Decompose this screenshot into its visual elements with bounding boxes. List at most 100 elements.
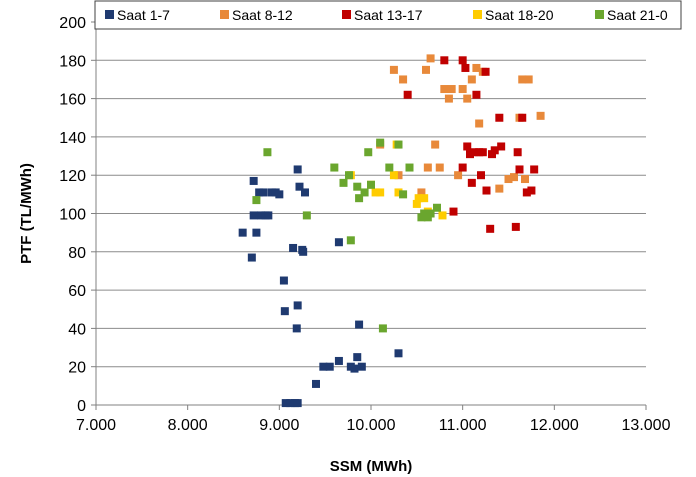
- data-point: [378, 324, 387, 333]
- data-point: [252, 196, 261, 205]
- data-point: [467, 75, 476, 84]
- data-point: [490, 146, 499, 155]
- data-point: [536, 111, 545, 120]
- data-point: [399, 190, 408, 199]
- data-point: [334, 356, 343, 365]
- data-point: [371, 188, 380, 197]
- data-point: [472, 63, 481, 72]
- data-point: [495, 184, 504, 193]
- y-tick-label: 180: [59, 53, 86, 70]
- data-point: [350, 364, 359, 373]
- data-point: [292, 324, 301, 333]
- legend-label: Saat 21-0: [607, 7, 668, 23]
- data-point: [263, 148, 272, 157]
- data-point: [472, 90, 481, 99]
- data-point: [426, 209, 435, 218]
- data-point: [433, 203, 441, 212]
- data-point: [394, 349, 403, 358]
- y-tick-label: 0: [77, 398, 86, 415]
- data-point: [522, 188, 531, 197]
- data-point: [281, 399, 290, 408]
- data-point: [247, 253, 256, 262]
- data-point: [412, 199, 421, 208]
- data-point: [461, 63, 470, 72]
- data-point: [440, 56, 449, 65]
- data-point: [495, 113, 504, 122]
- legend-marker: [105, 10, 114, 19]
- data-point: [275, 190, 284, 199]
- data-point: [345, 171, 353, 180]
- data-point: [482, 186, 491, 195]
- series-4: [346, 140, 447, 220]
- data-point: [353, 182, 362, 191]
- data-point: [295, 182, 304, 191]
- data-point: [376, 188, 385, 197]
- data-point: [264, 211, 273, 220]
- data-point: [426, 54, 435, 63]
- data-point: [458, 163, 467, 172]
- legend-marker: [473, 10, 482, 19]
- data-point: [376, 138, 385, 147]
- y-axis-title: PTF (TL/MWh): [18, 163, 35, 264]
- x-tick-label: 10.000: [347, 417, 396, 434]
- legend: Saat 1-7 Saat 8-12 Saat 13-17 Saat 18-20 Saa…: [94, 0, 682, 30]
- data-point: [515, 165, 524, 174]
- data-point: [481, 67, 490, 76]
- series-5: [252, 138, 441, 333]
- data-point: [463, 142, 472, 151]
- data-point: [518, 113, 527, 122]
- data-point: [394, 140, 403, 149]
- y-tick-label: 80: [68, 245, 86, 262]
- y-tick-label: 40: [68, 321, 86, 338]
- data-point: [259, 188, 268, 197]
- y-tick-label: 100: [59, 207, 86, 224]
- series-3: [403, 56, 539, 233]
- x-tick-label: 8.000: [168, 417, 208, 434]
- data-point: [394, 171, 403, 180]
- data-point: [299, 247, 308, 256]
- data-point: [280, 307, 289, 316]
- data-point: [475, 119, 484, 128]
- data-point: [431, 140, 440, 149]
- legend-marker: [220, 10, 229, 19]
- data-point: [477, 171, 485, 180]
- data-point: [466, 150, 474, 159]
- data-point: [458, 85, 467, 94]
- data-point: [511, 222, 520, 231]
- data-point: [360, 188, 369, 197]
- data-point: [355, 194, 364, 203]
- data-point: [330, 163, 339, 172]
- data-point: [486, 224, 495, 233]
- series-2: [376, 54, 545, 197]
- data-point: [458, 56, 467, 65]
- data-point: [353, 353, 362, 362]
- data-point: [293, 165, 302, 174]
- data-point: [357, 362, 366, 371]
- data-point: [293, 399, 302, 408]
- data-point: [399, 75, 408, 84]
- data-point: [438, 211, 447, 220]
- data-point: [394, 188, 403, 197]
- data-point: [312, 379, 320, 388]
- data-point: [385, 163, 394, 172]
- data-point: [521, 175, 529, 184]
- axes: [91, 21, 647, 410]
- legend-label: Saat 8-12: [232, 7, 293, 23]
- data-point: [530, 165, 539, 174]
- legend-label: Saat 18-20: [485, 7, 554, 23]
- data-point: [293, 301, 302, 310]
- data-point: [497, 142, 506, 151]
- data-point: [238, 228, 247, 237]
- data-point: [524, 75, 533, 84]
- data-point: [423, 163, 432, 172]
- gridlines: [96, 21, 646, 368]
- data-point: [414, 194, 423, 203]
- x-tick-label: 9.000: [259, 417, 299, 434]
- data-point: [257, 211, 265, 220]
- y-tick-label: 160: [59, 92, 86, 109]
- data-point: [389, 65, 398, 74]
- data-point: [319, 362, 328, 371]
- data-point: [252, 228, 261, 237]
- legend-marker: [342, 10, 351, 19]
